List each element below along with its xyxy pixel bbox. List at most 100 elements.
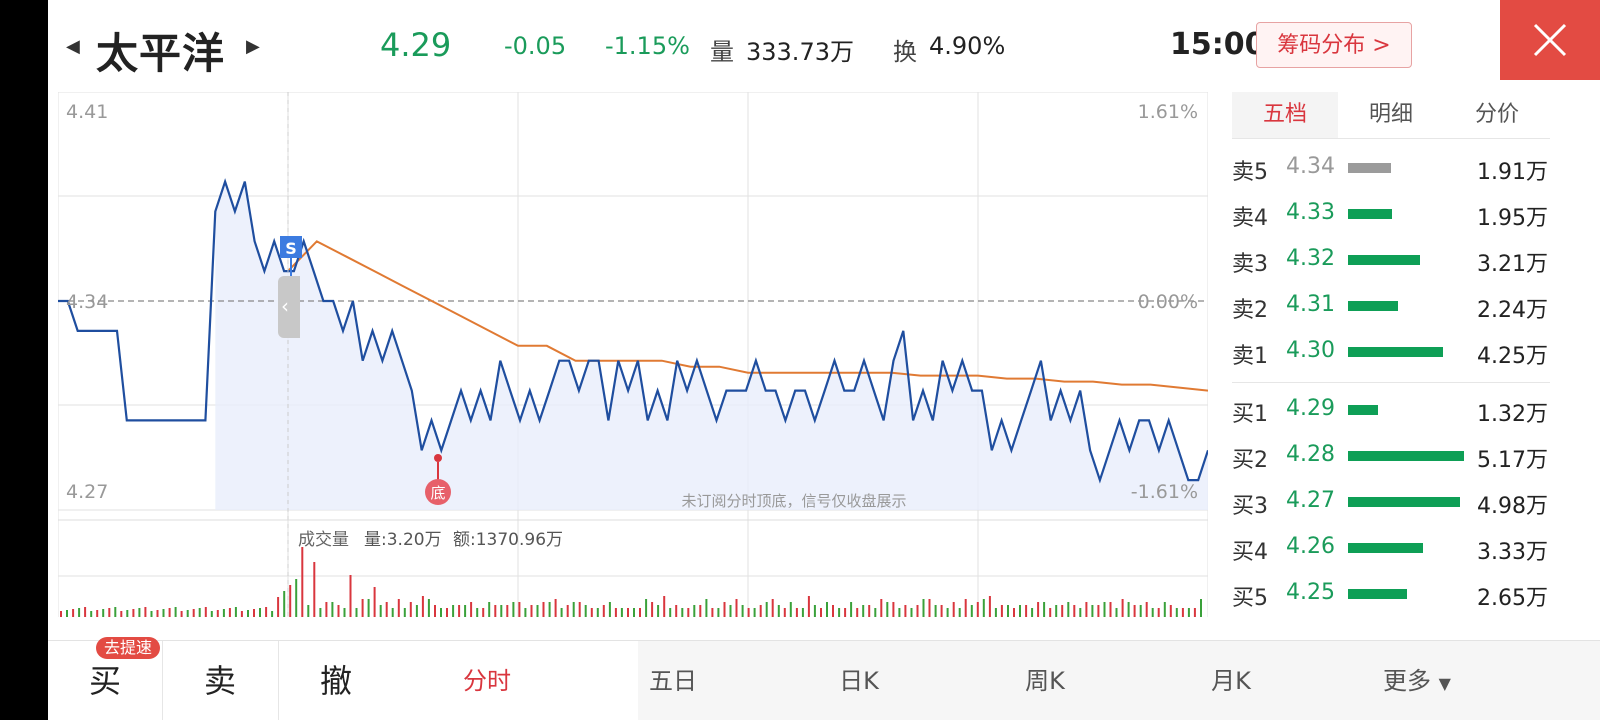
volume-bar	[813, 605, 816, 617]
average-price-line	[287, 240, 1209, 392]
pct-mid-label: 0.00%	[1138, 291, 1198, 313]
bid-row[interactable]: 买4 4.26 3.33万	[1232, 530, 1558, 566]
bottom-toolbar: 买 去提速 卖 撤 分时 五日 日K 周K 月K 更多 ▼	[48, 637, 1600, 720]
volume-bar	[1007, 605, 1009, 617]
volume-bar	[639, 608, 641, 617]
volume-bar	[820, 608, 822, 617]
intraday-chart[interactable]: 4.41 4.34 4.27 1.61% 0.00% -1.61% S 底 未订…	[57, 91, 1210, 630]
volume-bar	[723, 602, 726, 617]
volume-bar	[325, 602, 328, 617]
turnover-label: 换	[893, 38, 917, 66]
tab-details[interactable]: 明细	[1368, 102, 1413, 127]
volume-bar	[608, 602, 611, 617]
more-periods-button[interactable]: 更多 ▼	[1324, 641, 1510, 720]
volume-bar	[397, 599, 400, 617]
volume-bar	[415, 605, 418, 617]
ask-price: 4.33	[1286, 200, 1335, 225]
bid-price: 4.25	[1286, 580, 1335, 605]
volume-bar	[379, 605, 382, 617]
bid-volume: 5.17万	[1477, 448, 1548, 473]
volume-info: 量:3.20万	[364, 530, 442, 550]
tab-weekly-k[interactable]: 周K	[1025, 667, 1065, 695]
ask-price: 4.32	[1286, 246, 1335, 271]
volume-bar	[886, 602, 889, 617]
volume-bar	[928, 599, 931, 617]
bid-row[interactable]: 买1 4.29 1.32万	[1232, 392, 1558, 428]
bid-row[interactable]: 买3 4.27 4.98万	[1232, 484, 1558, 520]
ask-row[interactable]: 卖4 4.33 1.95万	[1232, 196, 1558, 232]
ask-volume: 3.21万	[1477, 252, 1548, 277]
volume-bar	[385, 602, 388, 617]
volume-bar	[1187, 608, 1190, 617]
buy-button[interactable]: 买 去提速	[48, 637, 163, 720]
volume-bar	[259, 608, 261, 617]
ask-row[interactable]: 卖5 4.34 1.91万	[1232, 150, 1558, 186]
volume-bar	[409, 602, 412, 617]
volume-bar	[856, 608, 859, 617]
volume-bar	[1091, 605, 1094, 617]
volume-bar	[795, 608, 798, 617]
ask-volume: 2.24万	[1477, 298, 1548, 323]
sell-button[interactable]: 卖	[162, 641, 279, 720]
volume-bar	[976, 602, 979, 617]
volume-bar	[669, 608, 672, 617]
speed-up-badge[interactable]: 去提速	[96, 637, 161, 659]
volume-bar	[620, 608, 623, 617]
volume-bar	[777, 605, 780, 617]
ask-row[interactable]: 卖1 4.30 4.25万	[1232, 334, 1558, 370]
volume-bar	[536, 605, 539, 617]
volume-bar	[874, 608, 877, 617]
cancel-order-button[interactable]: 撤	[278, 641, 395, 720]
ask-row[interactable]: 卖3 4.32 3.21万	[1232, 242, 1558, 278]
prev-stock-arrow-icon[interactable]: ◀	[66, 36, 80, 57]
ask-volume-bar	[1348, 209, 1392, 219]
close-button[interactable]	[1500, 0, 1600, 80]
volume-bar	[174, 607, 177, 617]
volume-bar	[627, 608, 629, 617]
volume-bar	[922, 599, 925, 617]
current-price: 4.29	[380, 26, 452, 64]
order-book-divider	[1232, 382, 1550, 383]
volume-label: 量	[710, 38, 734, 66]
volume-bar	[222, 609, 225, 617]
volume-bar	[657, 605, 660, 617]
ask-price: 4.30	[1286, 338, 1335, 363]
volume-bar	[373, 587, 376, 617]
bid-level-label: 买2	[1232, 448, 1268, 473]
next-stock-arrow-icon[interactable]: ▶	[246, 36, 260, 57]
volume-bar	[602, 605, 605, 617]
tab-five-levels[interactable]: 五档	[1232, 92, 1338, 138]
chip-distribution-button[interactable]: 筹码分布 >	[1256, 22, 1412, 68]
ask-volume: 1.91万	[1477, 160, 1548, 185]
bid-row[interactable]: 买5 4.25 2.65万	[1232, 576, 1558, 612]
volume-bar	[524, 608, 527, 617]
volume-bar	[355, 608, 358, 617]
volume-bar	[880, 599, 883, 617]
bid-volume: 2.65万	[1477, 586, 1548, 611]
bid-row[interactable]: 买2 4.28 5.17万	[1232, 438, 1558, 474]
tab-monthly-k[interactable]: 月K	[1211, 667, 1251, 695]
tab-five-day[interactable]: 五日	[649, 667, 697, 695]
buy-label: 买	[88, 662, 121, 700]
volume-bar	[1145, 602, 1148, 617]
volume-bar	[138, 608, 141, 617]
bottom-signal-marker[interactable]: 底	[425, 454, 451, 505]
volume-bar	[102, 609, 105, 617]
volume-bar	[367, 599, 370, 617]
volume-bar	[506, 605, 509, 617]
volume-bar	[186, 610, 189, 617]
sell-signal-text: S	[285, 239, 297, 258]
tab-price-distribution[interactable]: 分价	[1474, 102, 1519, 127]
volume-bar	[307, 605, 310, 617]
tab-daily-k[interactable]: 日K	[839, 667, 879, 695]
ask-volume-bar	[1348, 163, 1391, 173]
volume-bar	[687, 608, 690, 617]
volume-bar	[862, 605, 865, 617]
volume-bar	[958, 608, 961, 617]
tab-intraday[interactable]: 分时	[394, 641, 580, 720]
volume-bar	[403, 608, 406, 617]
volume-bar	[1115, 608, 1118, 617]
volume-title: 成交量	[298, 530, 349, 550]
ask-row[interactable]: 卖2 4.31 2.24万	[1232, 288, 1558, 324]
collapse-handle[interactable]: ‹	[278, 276, 300, 338]
